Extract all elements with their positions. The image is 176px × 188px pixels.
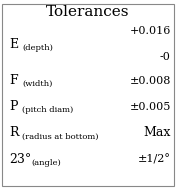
Text: (pitch diam): (pitch diam)	[22, 106, 73, 114]
Text: ±0.008: ±0.008	[129, 76, 171, 86]
Text: -0: -0	[160, 52, 171, 62]
Text: F: F	[9, 74, 17, 87]
Text: (width): (width)	[22, 80, 52, 88]
Text: Max: Max	[143, 126, 171, 139]
Text: 23°: 23°	[9, 153, 31, 166]
Text: (radius at bottom): (radius at bottom)	[22, 133, 99, 141]
Text: E: E	[9, 38, 18, 51]
Text: Tolerances: Tolerances	[46, 5, 130, 19]
Text: P: P	[9, 100, 17, 113]
Text: (angle): (angle)	[32, 159, 61, 167]
Text: ±0.005: ±0.005	[129, 102, 171, 112]
Text: R: R	[9, 126, 18, 139]
Text: (depth): (depth)	[22, 44, 53, 52]
Text: +0.016: +0.016	[129, 26, 171, 36]
Text: ±1/2°: ±1/2°	[138, 154, 171, 165]
